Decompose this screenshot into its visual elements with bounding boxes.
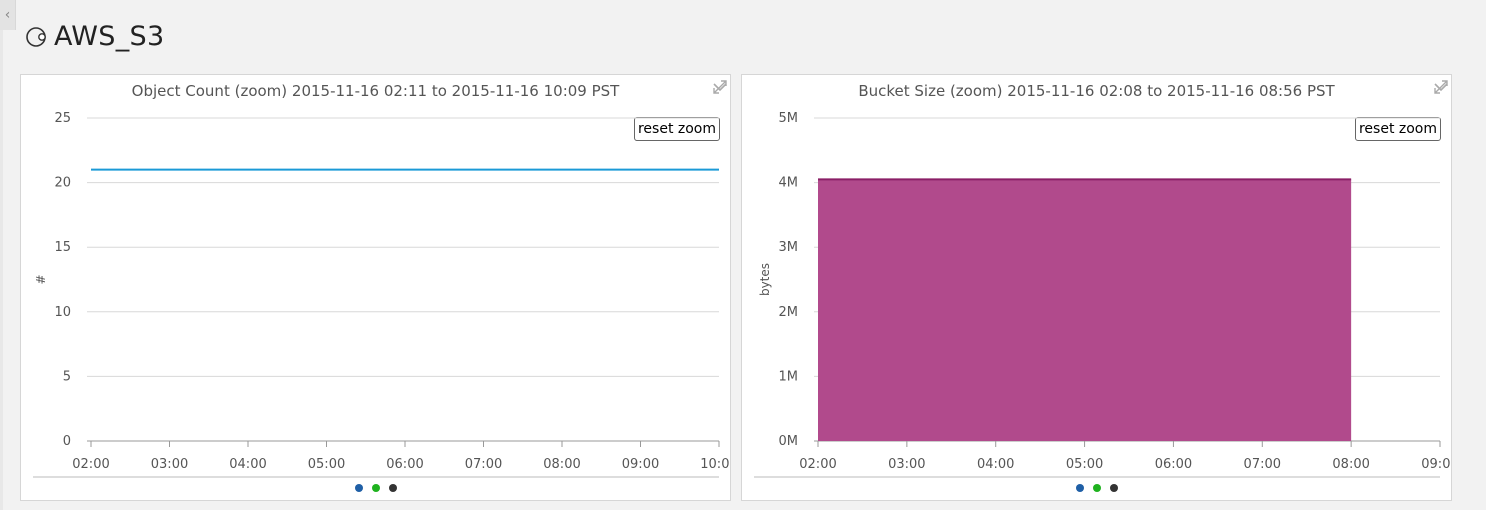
x-tick-label: 05:00 <box>1066 457 1103 472</box>
x-tick-label: 03:00 <box>888 457 925 472</box>
series-area[interactable] <box>818 179 1352 441</box>
x-tick-label: 04:00 <box>229 457 266 472</box>
x-tick-label: 06:00 <box>386 457 423 472</box>
legend-dot-3[interactable] <box>1109 484 1118 492</box>
y-tick-label: 3M <box>779 240 799 255</box>
chart-legend <box>21 484 730 492</box>
bucket-size-panel: Bucket Size (zoom) 2015-11-16 02:08 to 2… <box>741 74 1452 501</box>
x-tick-label: 08:00 <box>1332 457 1369 472</box>
bucket-size-chart: 0M 1M 2M 3M 4M 5M 02:00 03:00 04:00 05:00 06:00 07:… <box>754 111 1451 478</box>
x-tick-label: 02:00 <box>72 457 109 472</box>
legend-dot-3[interactable] <box>388 484 397 492</box>
x-tick-label: 07:00 <box>465 457 502 472</box>
y-axis-label: bytes <box>758 263 772 296</box>
y-tick-label: 2M <box>779 305 799 320</box>
legend-dot-2[interactable] <box>1092 484 1101 492</box>
x-tick-label: 03:00 <box>151 457 188 472</box>
y-tick-label: 4M <box>779 176 799 191</box>
y-tick-label: 0M <box>779 434 799 449</box>
y-tick-label: 5M <box>779 111 799 126</box>
y-tick-label: 10 <box>54 305 71 320</box>
legend-dot-2[interactable] <box>371 484 380 492</box>
panel-title: Bucket Size (zoom) 2015-11-16 02:08 to 2… <box>858 82 1335 100</box>
page-header: AWS_S3 <box>24 18 164 54</box>
panel-title: Object Count (zoom) 2015-11-16 02:11 to … <box>131 82 620 100</box>
object-count-chart: 0 5 10 15 20 25 02:00 03:00 04:00 05:00 06:00 07:00… <box>33 111 730 478</box>
x-tick-label: 09:00 <box>1421 457 1451 472</box>
y-tick-label: 20 <box>54 176 71 191</box>
x-tick-label: 08:00 <box>543 457 580 472</box>
page-title: AWS_S3 <box>54 20 165 52</box>
y-tick-label: 5 <box>63 369 71 384</box>
legend-dot-1[interactable] <box>1075 484 1084 492</box>
object-count-panel: Object Count (zoom) 2015-11-16 02:11 to … <box>20 74 731 501</box>
y-tick-label: 15 <box>54 240 71 255</box>
x-tick-label: 05:00 <box>308 457 345 472</box>
chart-legend <box>742 484 1451 492</box>
legend-dot-1[interactable] <box>354 484 363 492</box>
x-tick-label: 09:00 <box>622 457 659 472</box>
x-tick-label: 10:00 <box>700 457 730 472</box>
circular-status-icon <box>26 27 46 47</box>
x-tick-label: 04:00 <box>977 457 1014 472</box>
x-tick-label: 06:00 <box>1155 457 1192 472</box>
y-tick-label: 1M <box>779 369 799 384</box>
sidebar-collapse-toggle[interactable]: ‹ <box>0 0 16 30</box>
y-tick-label: 0 <box>63 434 71 449</box>
y-axis-label: # <box>34 274 48 284</box>
left-rail <box>0 30 3 510</box>
x-tick-label: 07:00 <box>1244 457 1281 472</box>
x-tick-label: 02:00 <box>799 457 836 472</box>
y-tick-label: 25 <box>54 111 71 126</box>
